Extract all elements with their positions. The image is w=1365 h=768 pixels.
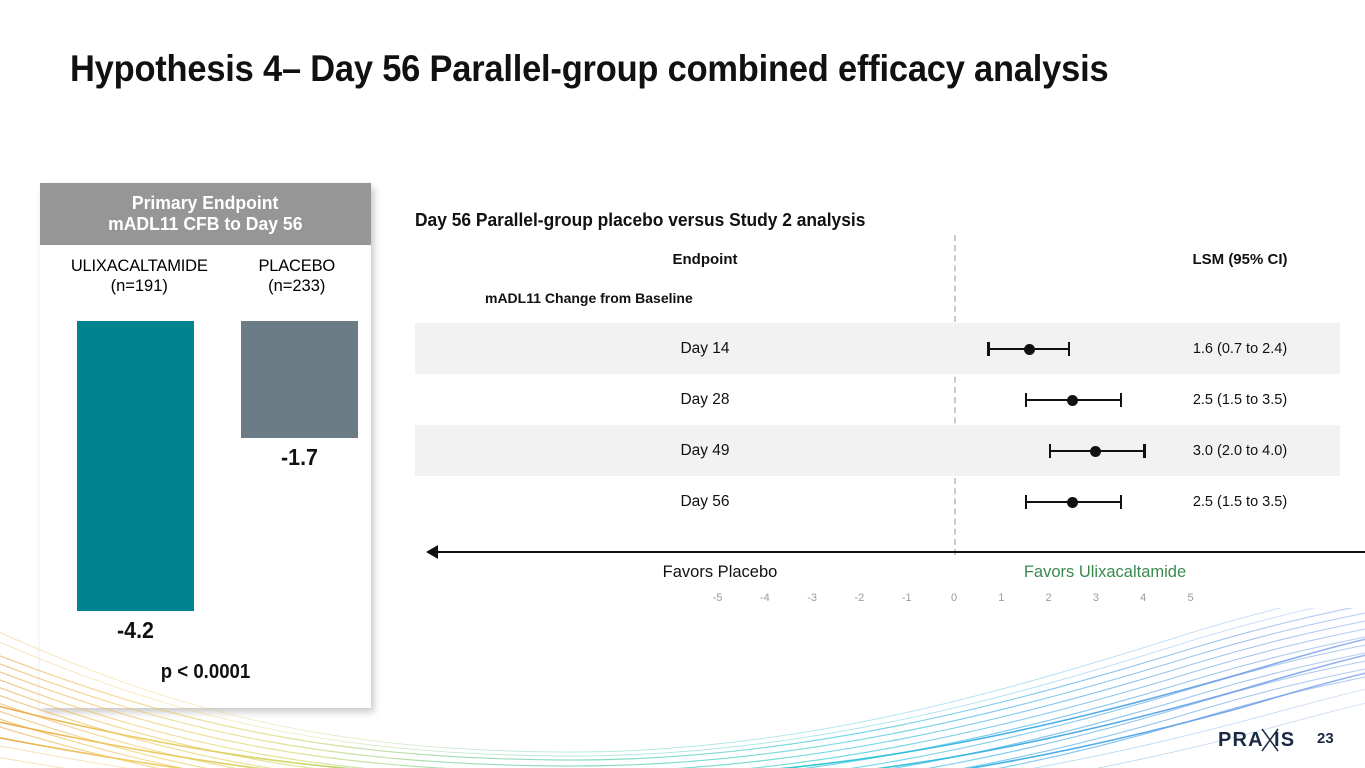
row-lsm-value: 2.5 (1.5 to 3.5) [1192,493,1288,510]
table-row: Day 28 2.5 (1.5 to 3.5) [415,374,1340,425]
arrow-right-line [954,551,1365,554]
forest-group-label: mADL11 Change from Baseline [485,290,693,306]
ci-cap-upper [1143,444,1146,458]
card-header-line1: Primary Endpoint [132,192,279,214]
ci-point-estimate [1066,496,1078,508]
group-labels: ULIXACALTAMIDE (n=191) PLACEBO (n=233) [40,245,371,297]
bar-value-placebo: -1.7 [281,444,318,470]
page-title: Hypothesis 4– Day 56 Parallel-group comb… [70,48,1109,89]
ci-cap-upper [1119,393,1122,407]
ci-point-estimate [1066,394,1078,406]
axis-tick-label: 5 [1187,592,1194,604]
card-header-line2: mADL11 CFB to Day 56 [108,213,303,234]
bar-ulixacaltamide [77,321,194,611]
row-endpoint-label: Day 14 [680,339,730,357]
ci-cap-lower [1024,393,1028,407]
ci-cap-lower [1024,495,1028,509]
axis-tick-label: -4 [759,592,770,604]
axis-tick-label: 1 [998,592,1005,604]
axis-tick-label: 4 [1140,592,1147,604]
favors-ulixacaltamide-label: Favors Ulixacaltamide [1023,563,1187,581]
axis-tick-label: 0 [950,592,958,604]
group-name: PLACEBO [258,257,336,275]
row-endpoint-label: Day 56 [680,492,730,510]
zero-reference-line [954,235,956,555]
column-header-lsm: LSM (95% CI) [1192,251,1288,268]
forest-axis: Favors Placebo Favors Ulixacaltamide -5 -… [415,535,1365,625]
row-endpoint-label: Day 49 [680,441,730,459]
arrow-left-head [426,545,438,559]
ci-cap-lower [1048,444,1051,458]
group-ulixacaltamide: ULIXACALTAMIDE (n=191) [49,257,229,297]
row-lsm-value: 3.0 (2.0 to 4.0) [1192,442,1288,459]
card-header: Primary Endpoint mADL11 CFB to Day 56 [40,183,371,245]
ci-point-estimate [1024,343,1036,355]
axis-tick-label: -5 [712,592,723,604]
forest-plot: Day 56 Parallel-group placebo versus Stu… [415,205,1365,625]
favors-placebo-label: Favors Placebo [662,563,778,581]
column-header-endpoint: Endpoint [672,251,738,268]
axis-tick-label: -1 [901,592,912,604]
group-name: ULIXACALTAMIDE [70,257,208,275]
bar-placebo [241,321,358,438]
axis-tick-label: 2 [1045,592,1052,604]
p-value-label: p < 0.0001 [160,661,251,683]
arrow-left-line [438,551,954,554]
ci-cap-upper [1067,342,1070,356]
ci-cap-upper [1119,495,1122,509]
row-lsm-value: 2.5 (1.5 to 3.5) [1192,391,1288,408]
page-number: 23 [1317,730,1334,747]
ci-cap-lower [987,342,990,356]
table-row: Day 56 2.5 (1.5 to 3.5) [415,476,1340,527]
decorative-wave-graphic [0,608,1365,768]
axis-tick-label: -3 [807,592,817,604]
axis-tick-label: -2 [854,592,865,604]
axis-tick-label: 3 [1092,592,1099,604]
table-row: Day 14 1.6 (0.7 to 2.4) [415,323,1340,374]
row-lsm-value: 1.6 (0.7 to 2.4) [1192,340,1288,357]
row-endpoint-label: Day 28 [680,390,730,408]
group-placebo: PLACEBO (n=233) [232,257,362,297]
ci-point-estimate [1090,445,1102,457]
svg-text:IS: IS [1274,729,1295,751]
group-n: (n=191) [110,276,168,295]
group-n: (n=233) [268,276,326,295]
praxis-logo: PRA IS [1218,727,1306,753]
svg-text:PRA: PRA [1218,729,1264,751]
table-row: Day 49 3.0 (2.0 to 4.0) [415,425,1340,476]
forest-title: Day 56 Parallel-group placebo versus Stu… [415,209,866,230]
